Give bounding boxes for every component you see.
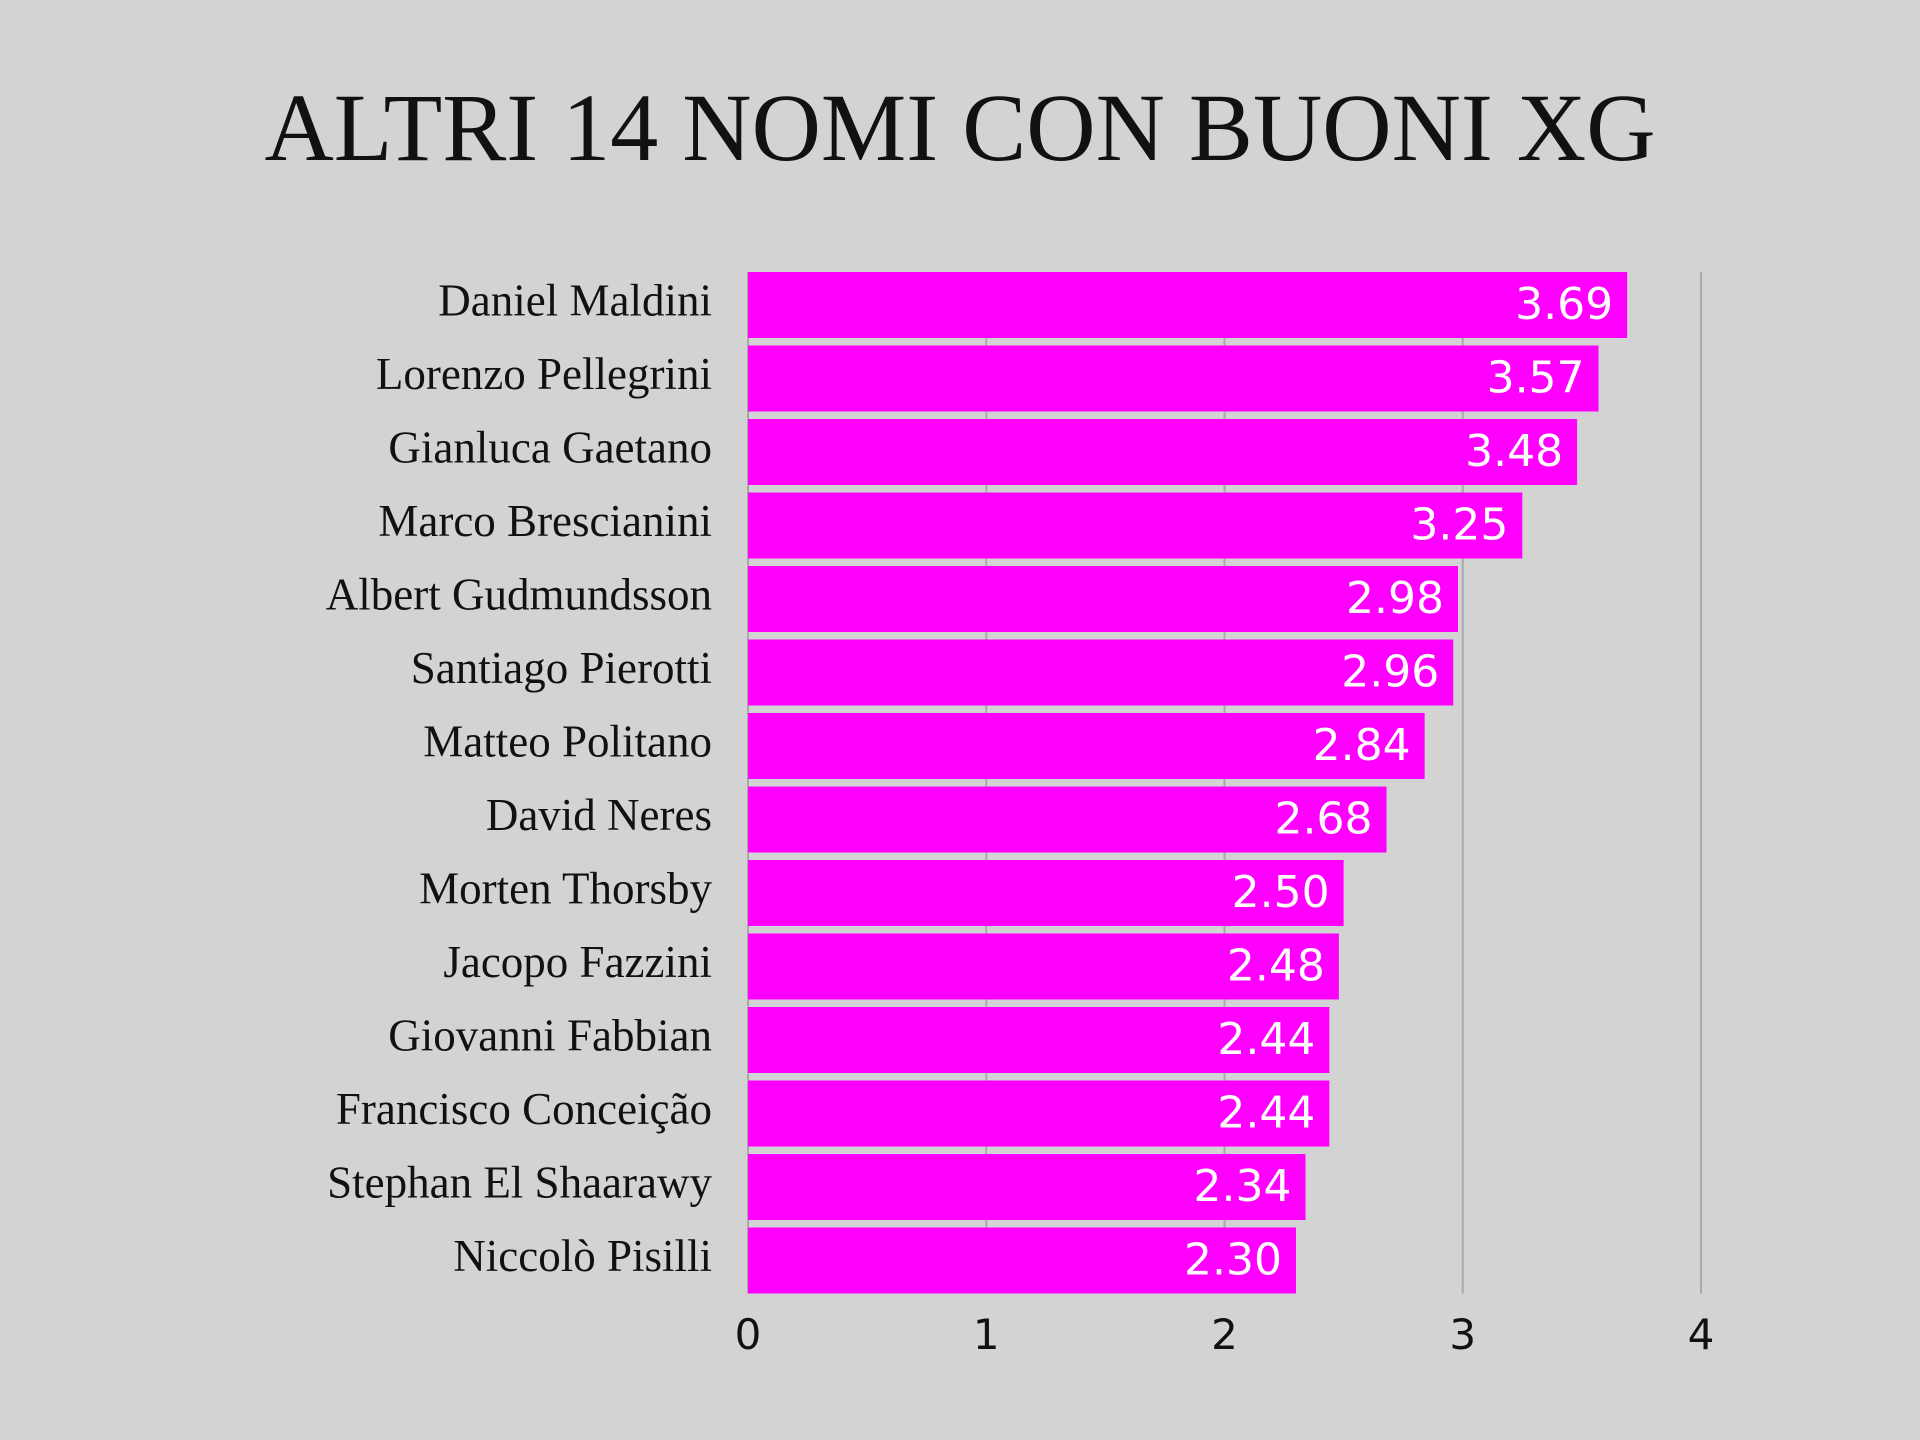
x-tick-label: 2 [1211,1310,1238,1359]
bar [748,933,1339,1000]
bar [748,272,1628,338]
value-label: 2.68 [1275,794,1373,845]
chart-title: ALTRI 14 NOMI CON BUONI XG [264,74,1655,181]
y-tick-label: Matteo Politano [423,716,712,766]
value-label: 2.44 [1217,1088,1315,1139]
bar [748,566,1458,632]
y-tick-label: Daniel Maldini [438,275,712,325]
y-tick-label: Jacopo Fazzini [443,937,712,987]
value-label: 3.25 [1410,500,1508,551]
x-tick-label: 0 [735,1310,762,1359]
bar [748,713,1425,779]
y-tick-label: Marco Brescianini [378,496,712,546]
y-tick-label: Giovanni Fabbian [388,1010,712,1060]
value-label: 2.48 [1227,941,1325,992]
y-tick-label: Lorenzo Pellegrini [376,349,712,399]
y-tick-label: Niccolò Pisilli [453,1231,712,1281]
value-label: 3.69 [1515,279,1613,330]
value-label: 2.96 [1341,647,1439,698]
y-tick-label: Albert Gudmundsson [326,569,712,619]
value-label: 3.57 [1487,353,1585,404]
value-label: 2.50 [1232,867,1330,918]
y-tick-label: Gianluca Gaetano [388,422,712,472]
value-label: 2.44 [1217,1014,1315,1065]
value-label: 2.84 [1313,720,1411,771]
bar [748,345,1599,412]
bar [748,1007,1330,1073]
value-label: 2.34 [1194,1161,1292,1212]
y-tick-label: Francisco Conceição [336,1084,712,1134]
bar [748,1080,1330,1147]
value-label: 3.48 [1465,426,1563,477]
bar [748,1227,1296,1294]
bar [748,1154,1306,1220]
bar [748,639,1454,706]
bar [748,860,1344,926]
y-tick-label: David Neres [486,790,712,840]
value-label: 2.30 [1184,1235,1282,1286]
value-label: 2.98 [1346,573,1444,624]
bar [748,419,1578,485]
y-tick-label: Morten Thorsby [419,863,712,913]
y-tick-label: Santiago Pierotti [411,643,712,693]
bar [748,492,1523,559]
x-tick-label: 3 [1449,1310,1476,1359]
y-tick-label: Stephan El Shaarawy [327,1157,712,1207]
bar [748,786,1387,853]
x-tick-label: 4 [1688,1310,1715,1359]
x-tick-label: 1 [973,1310,1000,1359]
